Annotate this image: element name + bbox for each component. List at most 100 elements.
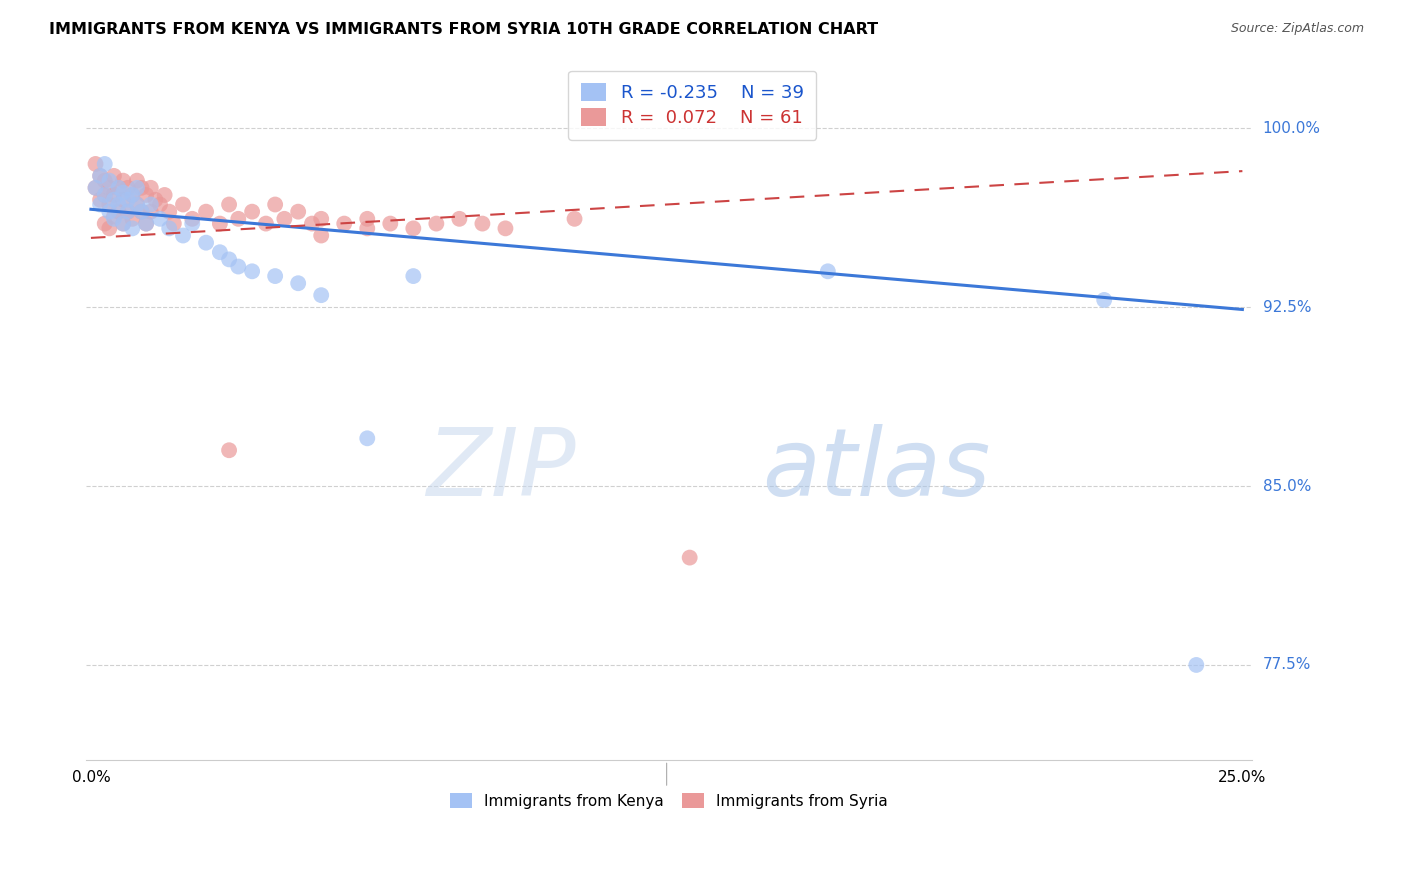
Text: 85.0%: 85.0% — [1263, 478, 1310, 493]
Point — [89, 169, 111, 183]
Text: 100.0%: 100.0% — [1263, 120, 1320, 136]
Point — [264, 269, 287, 284]
Point — [356, 211, 378, 226]
Point — [1185, 657, 1208, 672]
Point — [93, 217, 115, 231]
Point — [121, 211, 143, 226]
Point — [93, 157, 115, 171]
Point — [309, 228, 332, 243]
Point — [103, 210, 125, 224]
Point — [208, 217, 231, 231]
Point — [149, 197, 172, 211]
Text: IMMIGRANTS FROM KENYA VS IMMIGRANTS FROM SYRIA 10TH GRADE CORRELATION CHART: IMMIGRANTS FROM KENYA VS IMMIGRANTS FROM… — [49, 22, 879, 37]
Point — [131, 181, 153, 195]
Point — [287, 277, 309, 291]
Point — [125, 197, 148, 211]
Point — [112, 217, 135, 231]
Point — [149, 211, 172, 226]
Point — [112, 193, 135, 207]
Text: atlas: atlas — [762, 425, 990, 516]
Point — [98, 221, 121, 235]
Point — [817, 264, 839, 278]
Point — [93, 188, 115, 202]
Point — [131, 204, 153, 219]
Point — [564, 211, 586, 226]
Point — [98, 204, 121, 219]
Point — [112, 174, 135, 188]
Point — [121, 188, 143, 202]
Point — [157, 204, 180, 219]
Point — [181, 211, 204, 226]
Point — [264, 197, 287, 211]
Point — [471, 217, 494, 231]
Point — [98, 181, 121, 195]
Point — [226, 260, 249, 274]
Point — [139, 197, 162, 211]
Point — [254, 217, 277, 231]
Point — [309, 211, 332, 226]
Point — [107, 197, 129, 211]
Legend: Immigrants from Kenya, Immigrants from Syria: Immigrants from Kenya, Immigrants from S… — [444, 788, 894, 815]
Point — [89, 169, 111, 183]
Point — [195, 235, 218, 250]
Point — [172, 228, 194, 243]
Point — [131, 204, 153, 219]
Point — [153, 188, 176, 202]
Point — [135, 217, 157, 231]
Point — [218, 252, 240, 267]
Point — [402, 221, 425, 235]
Point — [172, 197, 194, 211]
Point — [135, 217, 157, 231]
Point — [98, 174, 121, 188]
Point — [117, 181, 139, 195]
Point — [181, 217, 204, 231]
Point — [218, 197, 240, 211]
Point — [89, 193, 111, 207]
Point — [98, 197, 121, 211]
Point — [380, 217, 402, 231]
Point — [117, 204, 139, 219]
Point — [309, 288, 332, 302]
Point — [208, 245, 231, 260]
Point — [107, 181, 129, 195]
Point — [425, 217, 447, 231]
Point — [103, 193, 125, 207]
Point — [226, 211, 249, 226]
Point — [84, 181, 107, 195]
Point — [333, 217, 356, 231]
Point — [103, 188, 125, 202]
Text: 92.5%: 92.5% — [1263, 300, 1312, 315]
Point — [84, 157, 107, 171]
Point — [125, 174, 148, 188]
Point — [287, 204, 309, 219]
Point — [402, 269, 425, 284]
Point — [679, 550, 702, 565]
Point — [240, 204, 263, 219]
Point — [121, 221, 143, 235]
Point — [139, 204, 162, 219]
Text: Source: ZipAtlas.com: Source: ZipAtlas.com — [1230, 22, 1364, 36]
Point — [93, 188, 115, 202]
Point — [89, 197, 111, 211]
Point — [107, 204, 129, 219]
Point — [135, 188, 157, 202]
Point — [163, 217, 186, 231]
Point — [1092, 293, 1115, 307]
Point — [240, 264, 263, 278]
Point — [356, 221, 378, 235]
Point — [93, 174, 115, 188]
Point — [103, 169, 125, 183]
Point — [157, 221, 180, 235]
Point — [117, 204, 139, 219]
Point — [107, 181, 129, 195]
Point — [195, 204, 218, 219]
Text: ZIP: ZIP — [426, 425, 575, 516]
Point — [139, 181, 162, 195]
Point — [145, 193, 167, 207]
Point — [112, 217, 135, 231]
Point — [494, 221, 516, 235]
Point — [117, 193, 139, 207]
Point — [218, 443, 240, 458]
Point — [103, 211, 125, 226]
Point — [112, 186, 135, 200]
